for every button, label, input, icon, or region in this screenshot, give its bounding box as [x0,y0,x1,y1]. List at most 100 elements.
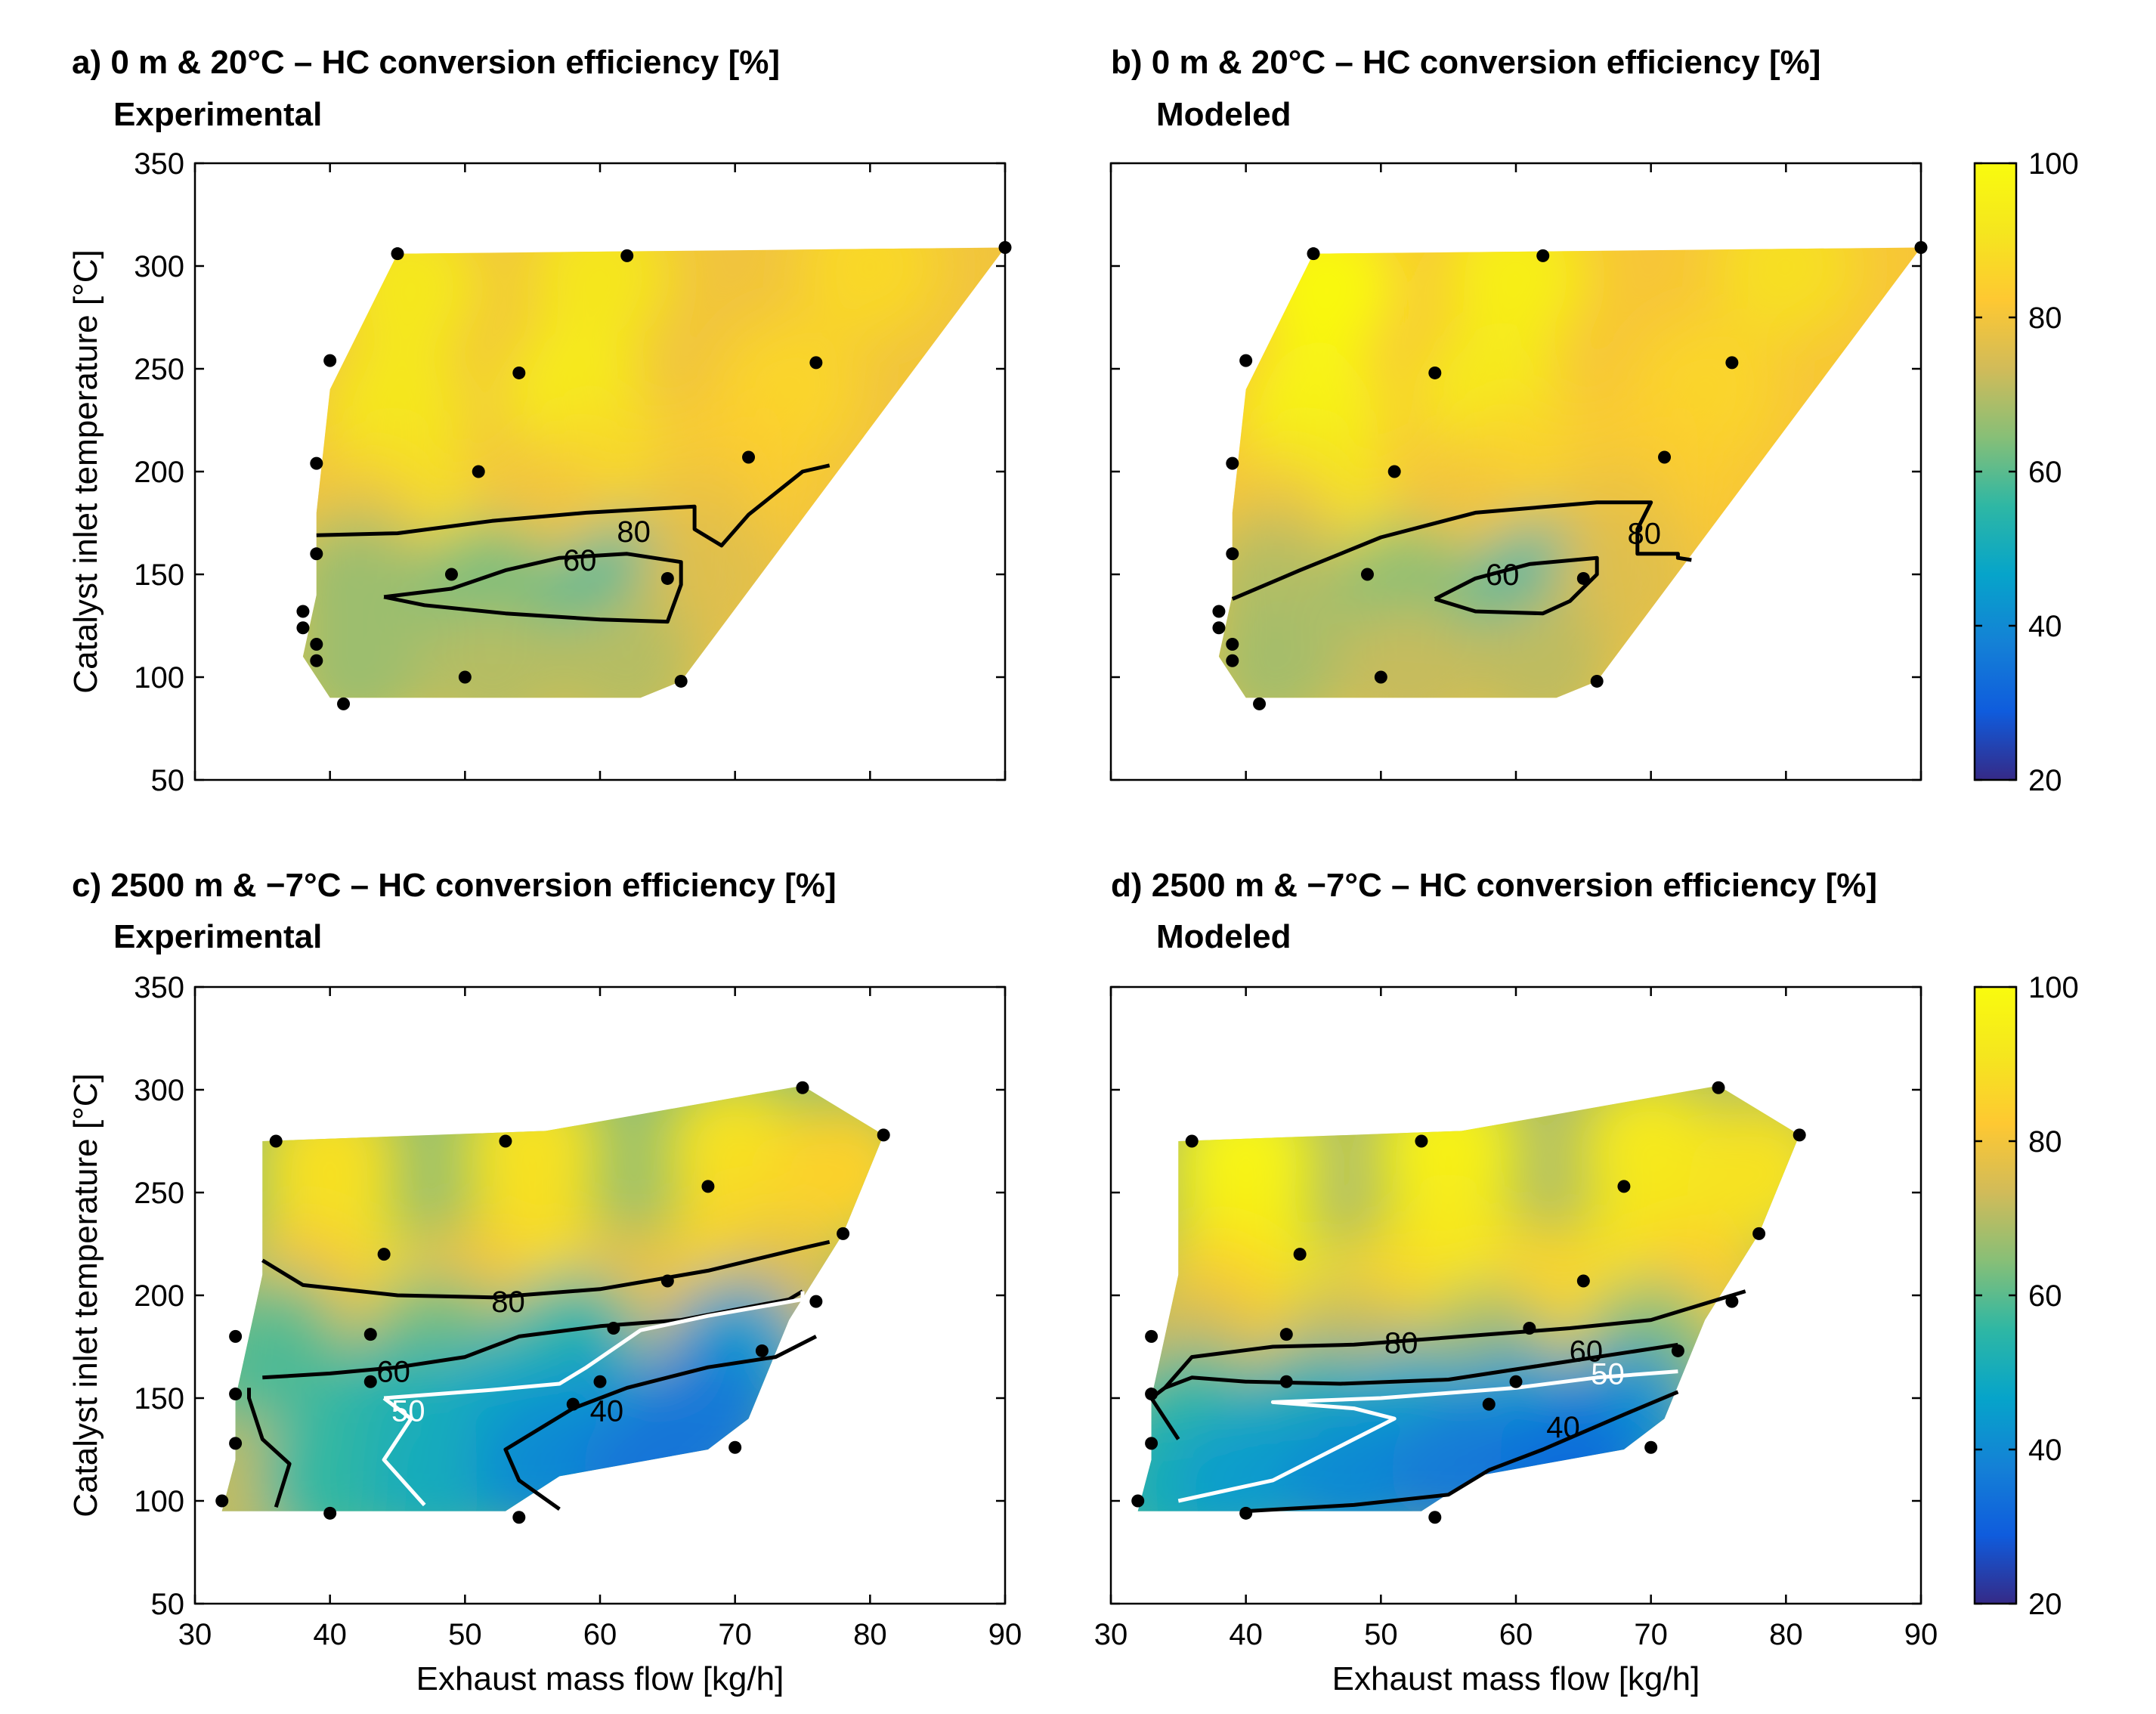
colorbar-tick-label: 100 [2028,971,2079,1004]
colorbar-top: 20 40 60 80 100 [1973,147,2079,797]
contour-label-50: 50 [391,1394,425,1428]
x-tick-label: 80 [853,1618,887,1651]
contour-line-60 [1434,555,1599,616]
field-sample [302,595,429,698]
y-tick-label: 250 [134,353,184,386]
operating-point [1793,1128,1806,1142]
operating-point [296,605,310,618]
operating-point [1752,1227,1766,1240]
operating-point [1644,1440,1658,1454]
x-tick-label: 50 [1364,1618,1398,1651]
y-tick-label: 100 [134,1485,184,1518]
operating-point [566,1397,580,1411]
field-sample [1714,247,1858,338]
y-tick-label: 150 [134,558,184,592]
operating-point [323,1506,337,1520]
operating-point [1226,547,1239,561]
operating-point [296,621,310,635]
contour-label-50: 50 [1591,1357,1625,1391]
operating-point [1253,697,1267,710]
efficiency-field [1137,1085,1800,1511]
operating-point [1658,450,1672,464]
operating-point [512,366,526,379]
operating-point [1415,1134,1428,1148]
operating-point [660,571,674,585]
operating-point [310,637,323,651]
operating-point [458,670,472,684]
operating-point [1725,356,1739,370]
operating-point [1482,1397,1496,1411]
contour-line-50 [1177,1369,1678,1503]
panel-title: c) 2500 m & −7°C – HC conversion efficie… [72,867,837,904]
field-sample [528,247,672,348]
colorbar-tick-label: 80 [2028,302,2062,335]
operating-point [620,249,634,262]
colorbar-bottom: 20 40 60 80 100 [1973,971,2079,1621]
contour-line-60 [1164,1342,1678,1390]
panel-subtitle: Experimental [113,918,322,955]
field-sample [258,1408,402,1511]
operating-point [1145,1329,1158,1343]
colorbar-tick-label: 20 [2028,1588,2062,1621]
y-tick-label: 300 [134,250,184,283]
x-tick-label: 30 [1094,1618,1128,1651]
operating-point [877,1128,890,1142]
field-sample [555,595,699,698]
contour-line-40 [503,1335,818,1511]
field-sample [1282,1408,1426,1511]
panel-subtitle: Modeled [1156,918,1291,955]
y-axis-label: Catalyst inlet temperature [°C] [67,249,104,693]
operating-point [1226,456,1239,470]
operating-point [229,1437,243,1450]
x-tick-label: 70 [718,1618,752,1651]
operating-point [512,1511,526,1524]
operating-point [444,568,458,581]
operating-point [607,1322,620,1335]
operating-point [1523,1322,1536,1335]
x-tick-label: 60 [1499,1618,1533,1651]
y-tick-label: 350 [134,147,184,181]
field-sample [1218,595,1345,698]
panel-title: d) 2500 m & −7°C – HC conversion efficie… [1111,867,1877,904]
contour-line-80 [1163,1289,1746,1390]
y-tick-label: 150 [134,1382,184,1415]
operating-point [1576,571,1590,585]
contour-line-50 [383,1291,805,1400]
operating-point [310,654,323,667]
panel-b: b) 0 m & 20°C – HC conversion efficiency… [1109,44,1928,781]
operating-point [1212,605,1226,618]
operating-point [1428,1511,1442,1524]
operating-point [229,1329,243,1343]
panel-title: b) 0 m & 20°C – HC conversion efficiency… [1111,44,1820,81]
colorbar-tick-label: 40 [2028,610,2062,643]
field-sample [420,605,565,698]
y-tick-label: 350 [134,971,184,1004]
contour-label-40: 40 [590,1394,624,1428]
operating-point [1671,1344,1684,1357]
colorbar-tick-label: 20 [2028,764,2062,797]
operating-point [363,1328,377,1341]
field-sample [798,247,942,338]
panel-c: c) 2500 m & −7°C – HC conversion efficie… [67,867,1022,1697]
operating-point [1145,1437,1158,1450]
operating-point [1226,637,1239,651]
operating-point [1712,1081,1725,1094]
x-tick-label: 90 [1904,1618,1938,1651]
operating-point [1279,1328,1293,1341]
operating-point [1590,674,1604,688]
x-tick-label: 70 [1634,1618,1668,1651]
operating-point [593,1375,607,1388]
operating-point [1428,366,1442,379]
operating-point [1212,621,1226,635]
operating-point [809,356,823,370]
y-tick-label: 50 [151,1588,185,1621]
operating-point [1617,1180,1631,1193]
operating-point [499,1134,512,1148]
operating-point [755,1344,769,1357]
operating-point [660,1274,674,1288]
field-sample [1174,1408,1318,1511]
operating-point [229,1388,243,1401]
contour-label-60: 60 [376,1356,410,1389]
field-sample [1444,247,1588,348]
